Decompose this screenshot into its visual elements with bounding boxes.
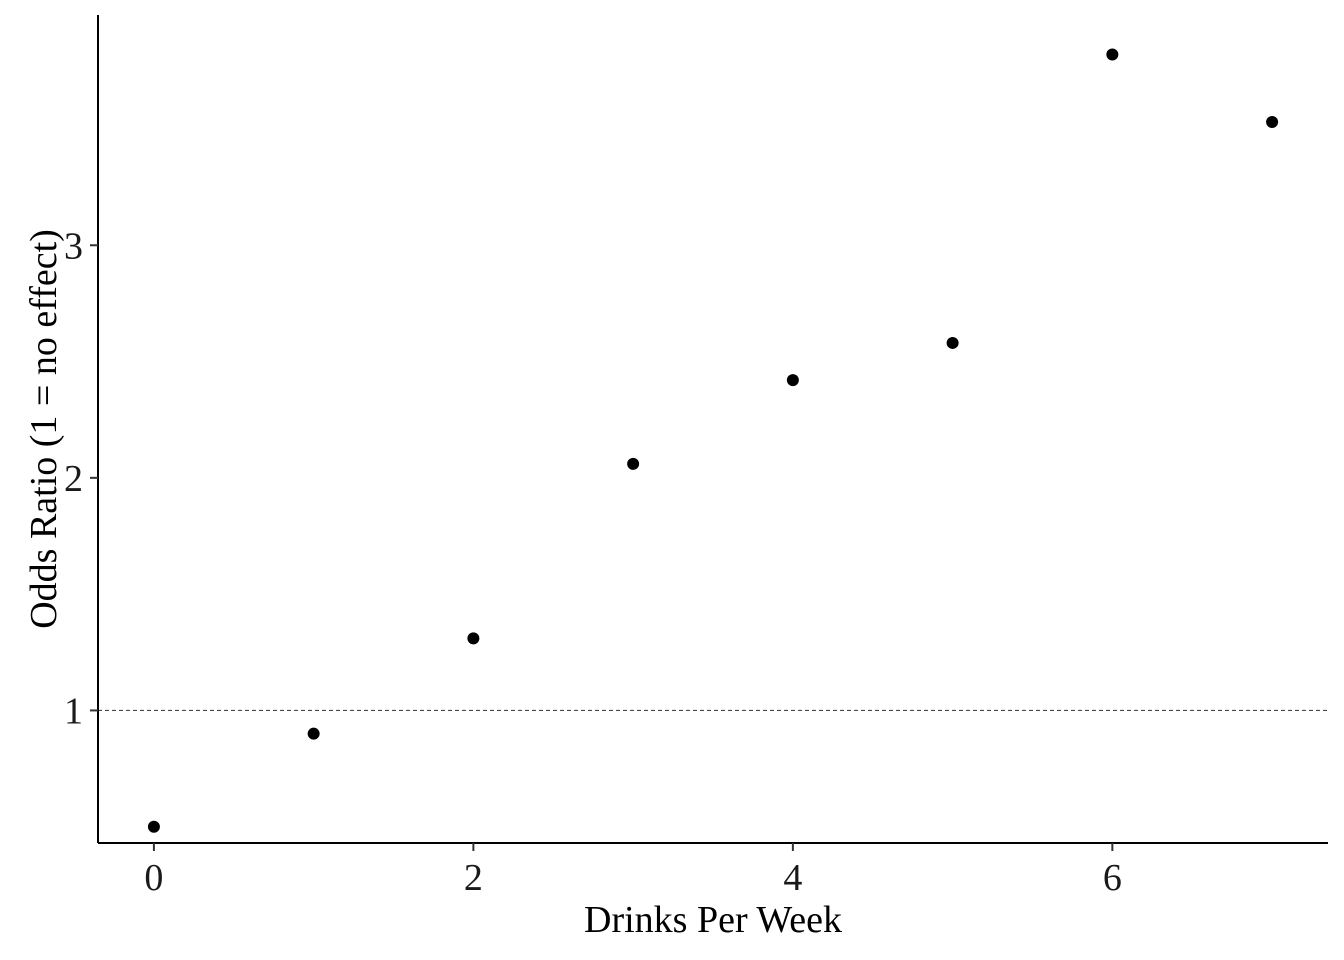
y-axis-ticks: 1 2 3 xyxy=(64,225,98,732)
x-axis-title: Drinks Per Week xyxy=(584,899,842,941)
data-points xyxy=(147,48,1279,833)
data-point xyxy=(467,632,480,645)
y-tick-label: 1 xyxy=(64,690,83,732)
y-axis-title: Odds Ratio (1 = no effect) xyxy=(23,229,65,629)
x-tick-label: 6 xyxy=(1103,857,1122,899)
y-tick-label: 3 xyxy=(64,225,83,267)
x-axis-ticks: 0 2 4 6 xyxy=(144,843,1122,899)
data-point xyxy=(307,727,320,740)
data-point xyxy=(1266,115,1279,128)
data-point xyxy=(946,336,959,349)
data-point xyxy=(786,374,799,387)
x-tick-label: 4 xyxy=(783,857,802,899)
x-tick-label: 2 xyxy=(464,857,483,899)
axes xyxy=(97,15,1328,844)
data-point xyxy=(147,820,160,833)
y-tick-label: 2 xyxy=(64,458,83,500)
data-point xyxy=(1106,48,1119,61)
x-tick-label: 0 xyxy=(144,857,163,899)
data-point xyxy=(627,457,640,470)
